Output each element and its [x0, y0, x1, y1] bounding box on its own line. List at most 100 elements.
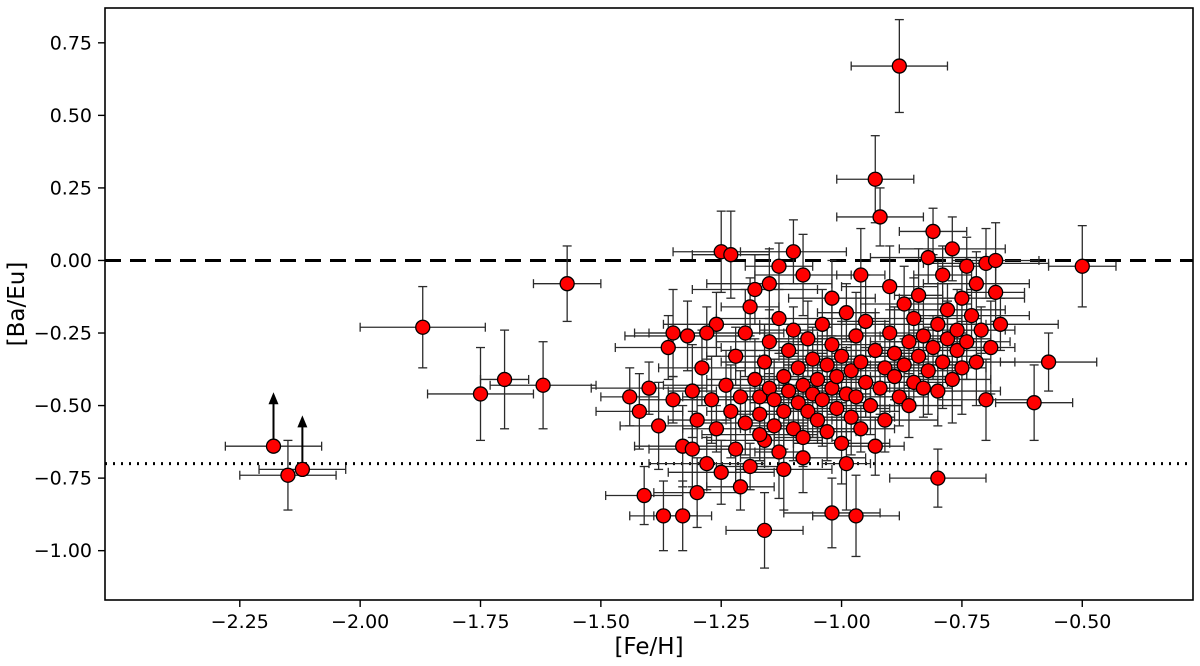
- data-point: [857, 313, 874, 330]
- data-point: [935, 267, 951, 283]
- data-point: [747, 371, 763, 388]
- data-point: [752, 389, 768, 405]
- data-point: [684, 441, 700, 457]
- data-point: [684, 383, 700, 399]
- data-point: [737, 325, 753, 341]
- y-tick-label: 0.75: [50, 32, 92, 54]
- data-point: [699, 325, 715, 341]
- y-tick-label: 0.50: [50, 105, 92, 127]
- data-point: [983, 339, 999, 356]
- data-point: [809, 412, 826, 428]
- data-point: [824, 290, 840, 306]
- data-point: [742, 299, 758, 315]
- data-point: [867, 171, 883, 187]
- x-tick-label: −2.00: [331, 611, 389, 633]
- x-tick-label: −1.75: [451, 611, 509, 633]
- data-point: [891, 58, 907, 74]
- data-point: [655, 508, 672, 524]
- data-point: [920, 249, 936, 266]
- data-point: [1040, 354, 1057, 370]
- data-point: [559, 276, 575, 292]
- up-arrow-head-icon: [297, 415, 308, 428]
- data-point: [776, 368, 792, 385]
- data-point: [872, 380, 888, 396]
- data-point: [814, 316, 830, 332]
- data-point: [853, 421, 869, 437]
- data-point: [265, 438, 282, 454]
- data-point: [776, 403, 792, 420]
- x-tick-label: −2.25: [211, 611, 269, 633]
- data-point: [987, 252, 1004, 269]
- axes: −2.25 −2.00 −1.75 −1.50 −1.25 −1.00 −0.75 −0.50…: [4, 7, 1194, 660]
- y-tick-label: 0.00: [50, 250, 92, 272]
- data-point: [785, 244, 802, 260]
- data-point: [747, 281, 763, 298]
- data-point: [728, 348, 744, 364]
- lower-limit-arrows: [268, 392, 308, 464]
- x-tick-label: −0.50: [1053, 611, 1111, 633]
- data-point: [848, 328, 864, 344]
- data-point: [886, 368, 903, 385]
- data-point: [829, 400, 845, 417]
- data-point: [723, 403, 739, 420]
- y-axis-label: [Ba/Eu]: [4, 262, 30, 347]
- data-point: [930, 316, 946, 332]
- data-point: [535, 377, 551, 393]
- data-point: [780, 342, 797, 359]
- data-point: [641, 380, 657, 396]
- data-point: [752, 426, 768, 443]
- data-point: [959, 334, 975, 350]
- data-point: [848, 508, 864, 524]
- data-point: [795, 429, 811, 446]
- data-point: [800, 331, 816, 347]
- y-tick-label: −0.50: [34, 395, 92, 417]
- data-point: [771, 258, 787, 274]
- plot-border: [104, 7, 1194, 601]
- data-point: [949, 322, 965, 338]
- data-point: [703, 392, 720, 408]
- data-point: [819, 424, 835, 440]
- data-point: [795, 450, 811, 466]
- data-point: [954, 360, 970, 376]
- data-point: [660, 339, 676, 356]
- data-point: [708, 421, 725, 437]
- data-point: [496, 371, 513, 388]
- data-point: [785, 421, 802, 437]
- data-point: [752, 406, 768, 422]
- up-arrow-head-icon: [268, 392, 279, 405]
- x-tick-label: −1.25: [692, 611, 750, 633]
- data-point: [877, 360, 893, 376]
- data-point: [742, 458, 758, 475]
- data-point: [766, 392, 782, 408]
- data-point: [694, 360, 710, 376]
- y-tick-label: −0.75: [34, 468, 92, 490]
- data-point: [771, 310, 787, 327]
- x-tick-label: −1.50: [572, 611, 630, 633]
- data-point: [944, 371, 960, 388]
- data-point: [1026, 395, 1042, 411]
- data-point: [737, 415, 753, 431]
- data-point: [809, 371, 826, 388]
- data-point: [689, 412, 705, 428]
- data-point: [824, 505, 840, 521]
- data-point: [631, 403, 648, 420]
- data-point: [992, 316, 1009, 332]
- data-point: [886, 345, 903, 361]
- data-point: [280, 467, 296, 483]
- x-axis-label: [Fe/H]: [614, 634, 683, 660]
- data-point: [761, 276, 778, 292]
- data-point: [838, 305, 855, 321]
- data-point: [939, 302, 956, 318]
- data-point: [915, 380, 932, 396]
- data-point: [723, 247, 739, 263]
- data-point: [838, 455, 855, 472]
- data-point: [867, 438, 883, 454]
- data-point: [790, 360, 806, 376]
- y-tick-label: −0.25: [34, 323, 92, 345]
- data-point: [472, 386, 489, 402]
- data-point: [910, 287, 927, 303]
- data-point: [968, 354, 985, 370]
- data-point: [780, 383, 797, 399]
